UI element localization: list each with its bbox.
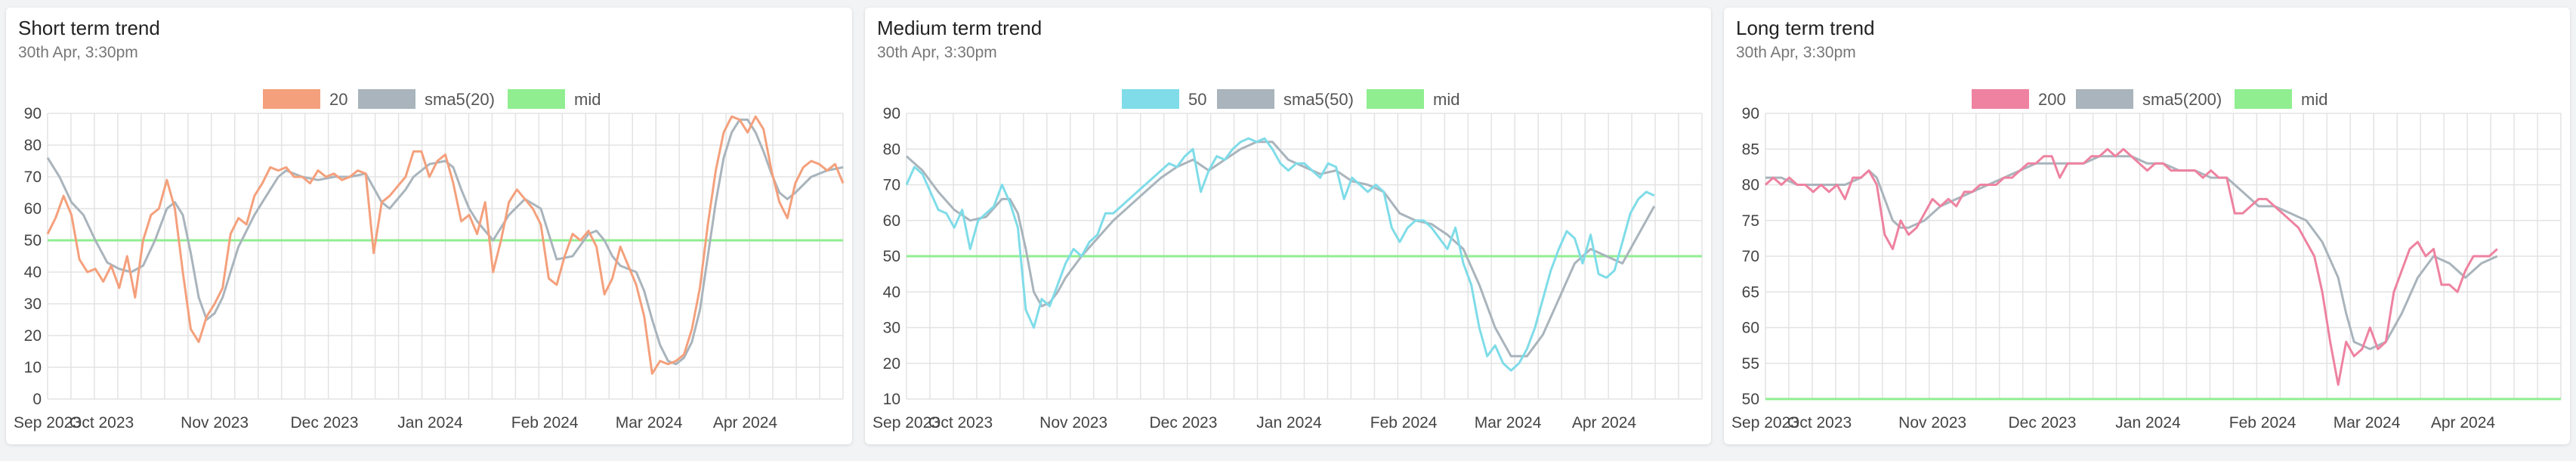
x-tick-label: Jan 2024 [2115, 414, 2181, 432]
x-tick-label: Oct 2023 [928, 414, 993, 432]
x-tick-label: Dec 2023 [2008, 414, 2076, 432]
x-tick-label: Sep 2023 [14, 414, 82, 432]
legend-label: mid [2301, 90, 2327, 109]
y-tick-label: 60 [883, 212, 900, 230]
y-tick-label: 70 [883, 177, 900, 194]
x-tick-label: Mar 2024 [2334, 414, 2401, 432]
chart-panel-short: Short term trend 30th Apr, 3:30pm 0 10 20 3… [6, 8, 852, 444]
y-tick-label: 55 [1742, 355, 1759, 373]
x-tick-label: Apr 2024 [713, 414, 778, 432]
legend-label: sma5(200) [2142, 90, 2222, 109]
chart-panel-medium: Medium term trend 30th Apr, 3:30pm 10 20 3… [865, 8, 1711, 444]
legend-swatch [1972, 89, 2029, 109]
y-tick-label: 90 [24, 105, 42, 122]
y-tick-label: 80 [24, 137, 42, 154]
y-tick-label: 80 [883, 141, 900, 158]
y-tick-label: 50 [1742, 391, 1759, 408]
x-tick-label: Feb 2024 [1370, 414, 1438, 432]
x-tick-label: Feb 2024 [511, 414, 579, 432]
panel-title: Long term trend [1736, 17, 1875, 39]
x-tick-label: Jan 2024 [397, 414, 463, 432]
x-tick-label: Mar 2024 [616, 414, 683, 432]
legend-label: sma5(20) [425, 90, 495, 109]
y-tick-label: 40 [883, 283, 900, 301]
legend-label: mid [1433, 90, 1459, 109]
y-tick-label: 65 [1742, 283, 1759, 301]
legend-swatch [508, 89, 565, 109]
x-tick-label: Mar 2024 [1475, 414, 1542, 432]
x-tick-label: Sep 2023 [1731, 414, 1799, 432]
x-tick-label: Nov 2023 [181, 414, 249, 432]
legend-swatch [1217, 89, 1274, 109]
series-line [46, 115, 845, 375]
chart-panel-long: Long term trend 30th Apr, 3:30pm 50 55 60 6… [1724, 8, 2570, 444]
panel-title: Medium term trend [877, 17, 1042, 39]
series-line [1764, 147, 2498, 386]
y-tick-label: 20 [883, 355, 900, 373]
x-tick-label: Oct 2023 [69, 414, 134, 432]
y-tick-label: 60 [1742, 320, 1759, 337]
y-tick-label: 40 [24, 264, 42, 281]
series-line [905, 137, 1655, 372]
panel-title: Short term trend [18, 17, 160, 39]
y-tick-label: 90 [1742, 105, 1759, 122]
series-line [46, 118, 844, 366]
legend-swatch [263, 89, 320, 109]
y-tick-label: 60 [24, 200, 42, 218]
y-tick-label: 80 [1742, 177, 1759, 194]
y-tick-label: 85 [1742, 141, 1759, 158]
x-tick-label: Apr 2024 [2431, 414, 2496, 432]
y-tick-label: 30 [883, 320, 900, 337]
x-tick-label: Apr 2024 [1572, 414, 1637, 432]
y-tick-label: 0 [32, 391, 42, 408]
legend-swatch [358, 89, 415, 109]
legend-swatch [2076, 89, 2133, 109]
x-tick-label: Jan 2024 [1256, 414, 1322, 432]
x-tick-label: Sep 2023 [873, 414, 941, 432]
y-tick-label: 90 [883, 105, 900, 122]
y-tick-label: 75 [1742, 212, 1759, 230]
legend-label: mid [574, 90, 601, 109]
legend-swatch [1367, 89, 1424, 109]
legend-label: 50 [1188, 90, 1206, 109]
legend-label: 200 [2038, 90, 2066, 109]
y-tick-label: 50 [24, 232, 42, 249]
x-tick-label: Feb 2024 [2229, 414, 2296, 432]
legend-label: sma5(50) [1283, 90, 1354, 109]
x-tick-label: Dec 2023 [290, 414, 358, 432]
y-tick-label: 70 [24, 169, 42, 186]
y-tick-label: 50 [883, 248, 900, 265]
y-tick-label: 10 [883, 391, 900, 408]
legend-swatch [2235, 89, 2292, 109]
panel-subtitle: 30th Apr, 3:30pm [877, 44, 997, 61]
panel-subtitle: 30th Apr, 3:30pm [18, 44, 138, 61]
series-line [905, 141, 1656, 357]
legend-label: 20 [329, 90, 347, 109]
legend-swatch [1122, 89, 1179, 109]
y-tick-label: 10 [24, 359, 42, 376]
x-tick-label: Nov 2023 [1898, 414, 1966, 432]
y-tick-label: 70 [1742, 248, 1759, 265]
x-tick-label: Nov 2023 [1039, 414, 1107, 432]
y-tick-label: 20 [24, 327, 42, 345]
panel-subtitle: 30th Apr, 3:30pm [1736, 44, 1856, 61]
x-tick-label: Oct 2023 [1787, 414, 1852, 432]
x-tick-label: Dec 2023 [1149, 414, 1217, 432]
y-tick-label: 30 [24, 295, 42, 313]
